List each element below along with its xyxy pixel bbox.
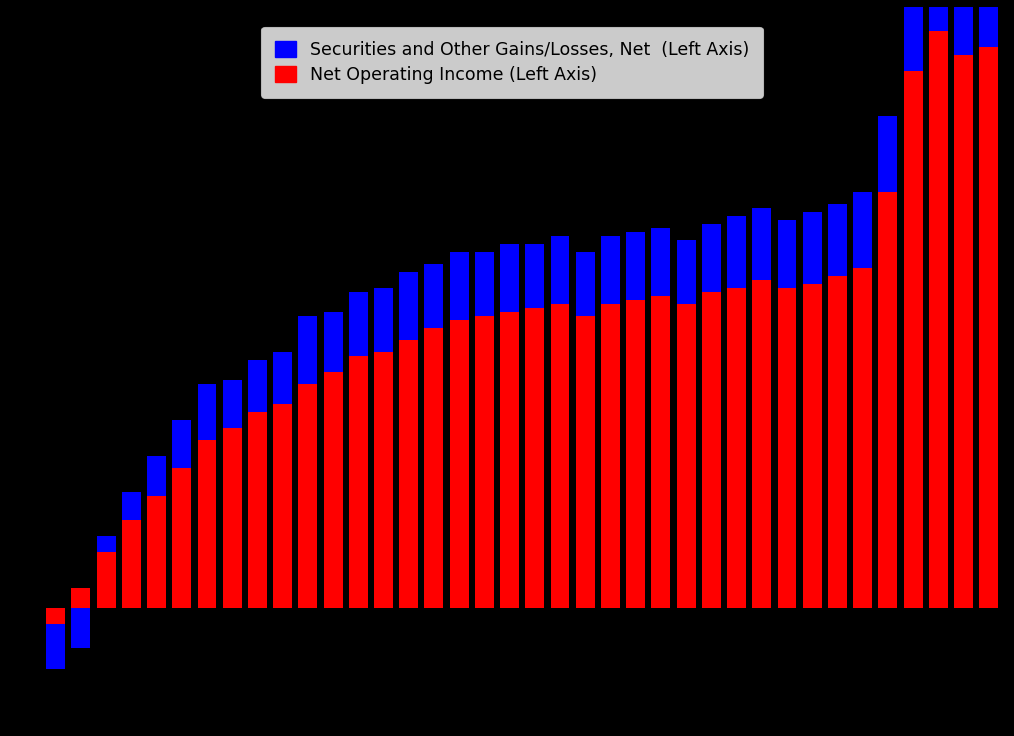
Bar	[450, 320, 468, 609]
Bar	[929, 0, 948, 609]
Bar	[323, 312, 343, 609]
Bar	[828, 276, 847, 609]
Bar	[349, 292, 368, 609]
Bar	[122, 492, 141, 609]
Bar	[752, 208, 772, 609]
Bar	[954, 55, 973, 609]
Bar	[273, 352, 292, 609]
Bar	[349, 356, 368, 609]
Bar	[778, 220, 796, 609]
Bar	[223, 380, 241, 609]
Bar	[903, 0, 923, 609]
Bar	[627, 300, 645, 609]
Bar	[525, 308, 545, 609]
Bar	[400, 272, 418, 609]
Bar	[778, 288, 796, 609]
Bar	[147, 496, 166, 609]
Bar	[853, 268, 872, 609]
Bar	[500, 312, 519, 609]
Bar	[47, 609, 65, 624]
Bar	[980, 47, 998, 609]
Bar	[147, 456, 166, 609]
Bar	[425, 328, 443, 609]
Bar	[400, 340, 418, 609]
Bar	[954, 0, 973, 609]
Bar	[298, 384, 317, 609]
Bar	[71, 609, 90, 648]
Bar	[576, 316, 594, 609]
Bar	[223, 428, 241, 609]
Bar	[475, 252, 494, 609]
Bar	[273, 404, 292, 609]
Bar	[172, 468, 192, 609]
Bar	[198, 384, 216, 609]
Bar	[878, 116, 897, 609]
Bar	[727, 216, 746, 609]
Bar	[878, 191, 897, 609]
Bar	[702, 224, 721, 609]
Bar	[374, 288, 393, 609]
Bar	[248, 412, 267, 609]
Bar	[96, 537, 116, 609]
Bar	[323, 372, 343, 609]
Bar	[475, 316, 494, 609]
Bar	[853, 191, 872, 609]
Bar	[500, 244, 519, 609]
Bar	[450, 252, 468, 609]
Bar	[752, 280, 772, 609]
Bar	[576, 252, 594, 609]
Bar	[172, 420, 192, 609]
Bar	[425, 263, 443, 609]
Bar	[929, 32, 948, 609]
Bar	[803, 212, 821, 609]
Bar	[71, 588, 90, 609]
Bar	[676, 304, 696, 609]
Bar	[627, 232, 645, 609]
Bar	[702, 292, 721, 609]
Bar	[525, 244, 545, 609]
Bar	[980, 0, 998, 609]
Bar	[601, 304, 620, 609]
Bar	[551, 236, 570, 609]
Bar	[601, 236, 620, 609]
Bar	[298, 316, 317, 609]
Bar	[374, 352, 393, 609]
Bar	[676, 240, 696, 609]
Bar	[551, 304, 570, 609]
Bar	[47, 609, 65, 668]
Bar	[96, 552, 116, 609]
Bar	[122, 520, 141, 609]
Legend: Securities and Other Gains/Losses, Net  (Left Axis), Net Operating Income (Left : Securities and Other Gains/Losses, Net (…	[262, 26, 763, 98]
Bar	[198, 440, 216, 609]
Bar	[803, 284, 821, 609]
Bar	[651, 227, 670, 609]
Bar	[828, 204, 847, 609]
Bar	[727, 288, 746, 609]
Bar	[903, 71, 923, 609]
Bar	[248, 360, 267, 609]
Bar	[651, 296, 670, 609]
